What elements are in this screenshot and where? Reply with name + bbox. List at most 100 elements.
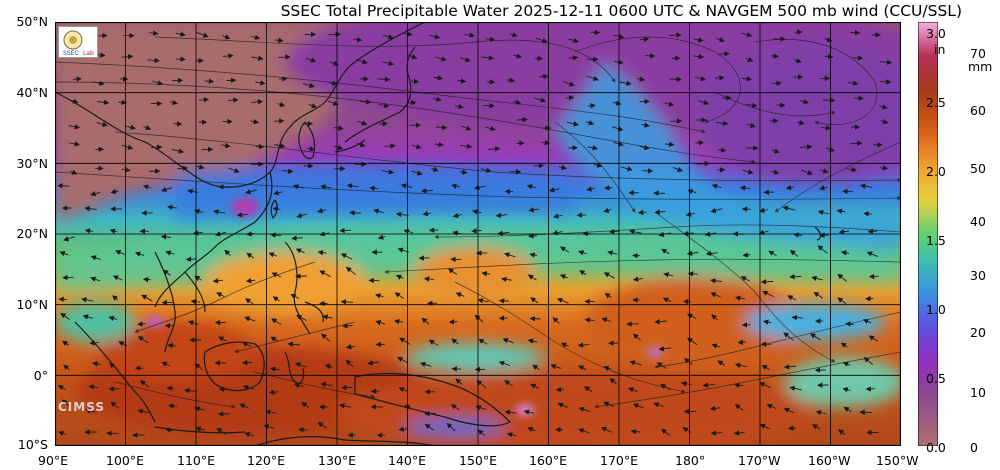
wind-arrow: [274, 37, 284, 44]
lon-label: 150°W: [876, 453, 919, 468]
wind-arrow: [563, 80, 575, 87]
wind-arrow: [603, 272, 615, 279]
wind-arrow: [263, 424, 275, 430]
wind-arrow: [381, 169, 395, 175]
wind-arrow: [603, 365, 612, 371]
wind-arrow: [504, 380, 513, 387]
wind-arrow: [302, 82, 315, 88]
wind-arrow: [603, 207, 612, 213]
wind-arrow: [340, 299, 354, 305]
in-tick: 3.0: [926, 26, 946, 41]
in-tick: 1.5: [926, 233, 946, 248]
wind-arrow: [586, 75, 599, 81]
wind-arrow: [821, 125, 832, 131]
mm-unit: mm: [968, 59, 993, 74]
wind-arrow: [742, 252, 751, 258]
wind-arrow: [593, 162, 603, 168]
wind-arrow: [609, 378, 617, 385]
wind-arrow: [629, 360, 643, 366]
wind-arrow: [141, 294, 153, 302]
wind-arrow: [459, 143, 473, 149]
wind-arrow: [367, 360, 379, 366]
wind-arrow: [306, 146, 316, 152]
wind-arrow: [119, 76, 129, 82]
wind-arrow: [222, 53, 234, 59]
wind-arrow: [222, 34, 231, 40]
wind-arrow: [663, 272, 674, 278]
wind-arrow: [340, 253, 353, 260]
wind-arrow: [710, 207, 723, 214]
wind-arrow: [579, 269, 587, 276]
wind-arrow: [295, 362, 307, 368]
tpw-map[interactable]: [55, 22, 901, 446]
wind-arrow: [167, 342, 177, 349]
wind-arrow: [477, 429, 485, 436]
wind-arrow: [97, 52, 106, 58]
wind-arrow: [150, 144, 163, 150]
wind-arrow: [645, 53, 656, 59]
wind-arrow: [184, 387, 197, 394]
wind-arrow: [63, 364, 70, 371]
wind-arrow: [376, 432, 385, 438]
wind-arrow: [320, 184, 332, 190]
wind-arrow: [149, 30, 159, 36]
wind-arrow: [383, 143, 396, 149]
wind-arrow: [709, 405, 720, 412]
wind-arrow: [134, 251, 145, 257]
wind-arrow: [837, 273, 847, 282]
lon-label: 90°E: [38, 453, 69, 468]
wind-arrow: [272, 206, 281, 212]
wind-arrow: [342, 323, 353, 329]
wind-arrow: [783, 332, 794, 341]
wind-arrow: [185, 256, 197, 262]
wind-arrow: [506, 77, 515, 83]
wind-arrow: [716, 37, 725, 43]
wind-arrow: [246, 252, 255, 259]
wind-arrow: [555, 386, 565, 393]
wind-arrow: [121, 54, 134, 60]
wind-arrow: [711, 314, 719, 321]
wind-arrow: [324, 364, 333, 370]
wind-arrow: [770, 53, 780, 59]
wind-arrow: [607, 250, 618, 256]
wind-arrow: [836, 208, 846, 214]
wind-arrow: [600, 426, 612, 433]
wind-arrow: [395, 211, 409, 218]
wind-arrow: [173, 121, 183, 127]
lon-label: 140°E: [388, 453, 427, 468]
wind-arrow: [474, 184, 486, 191]
wind-arrow: [476, 380, 487, 389]
wind-arrow: [800, 169, 813, 176]
wind-arrow: [92, 361, 101, 367]
wind-arrow: [620, 166, 633, 172]
wind-arrow: [790, 249, 799, 257]
wind-arrow: [273, 118, 285, 124]
wind-arrow: [454, 103, 464, 110]
wind-arrow: [711, 343, 721, 349]
wind-arrow: [121, 144, 134, 150]
wind-arrow: [840, 342, 848, 348]
wind-arrow: [741, 32, 753, 38]
wind-arrow: [632, 333, 641, 341]
wind-arrow: [296, 314, 307, 321]
wind-arrow: [653, 402, 664, 408]
wind-arrow: [654, 319, 667, 325]
lat-label: 10°S: [17, 437, 48, 452]
wind-arrow: [255, 80, 266, 86]
wind-arrow: [672, 166, 683, 172]
wind-arrow: [632, 276, 643, 282]
wind-arrow: [601, 317, 612, 323]
wind-arrow: [548, 187, 560, 193]
wind-arrow: [377, 76, 391, 83]
wind-arrow: [161, 186, 173, 192]
wind-arrow: [270, 366, 280, 372]
wind-arrow: [770, 169, 780, 175]
wind-arrow: [880, 118, 889, 125]
wind-arrow: [504, 409, 517, 416]
wind-arrow: [292, 184, 305, 190]
wind-arrow: [556, 297, 569, 304]
wind-arrow: [793, 232, 803, 238]
wind-arrow: [447, 268, 458, 275]
wind-arrow: [250, 119, 259, 125]
wind-arrow: [339, 403, 352, 409]
